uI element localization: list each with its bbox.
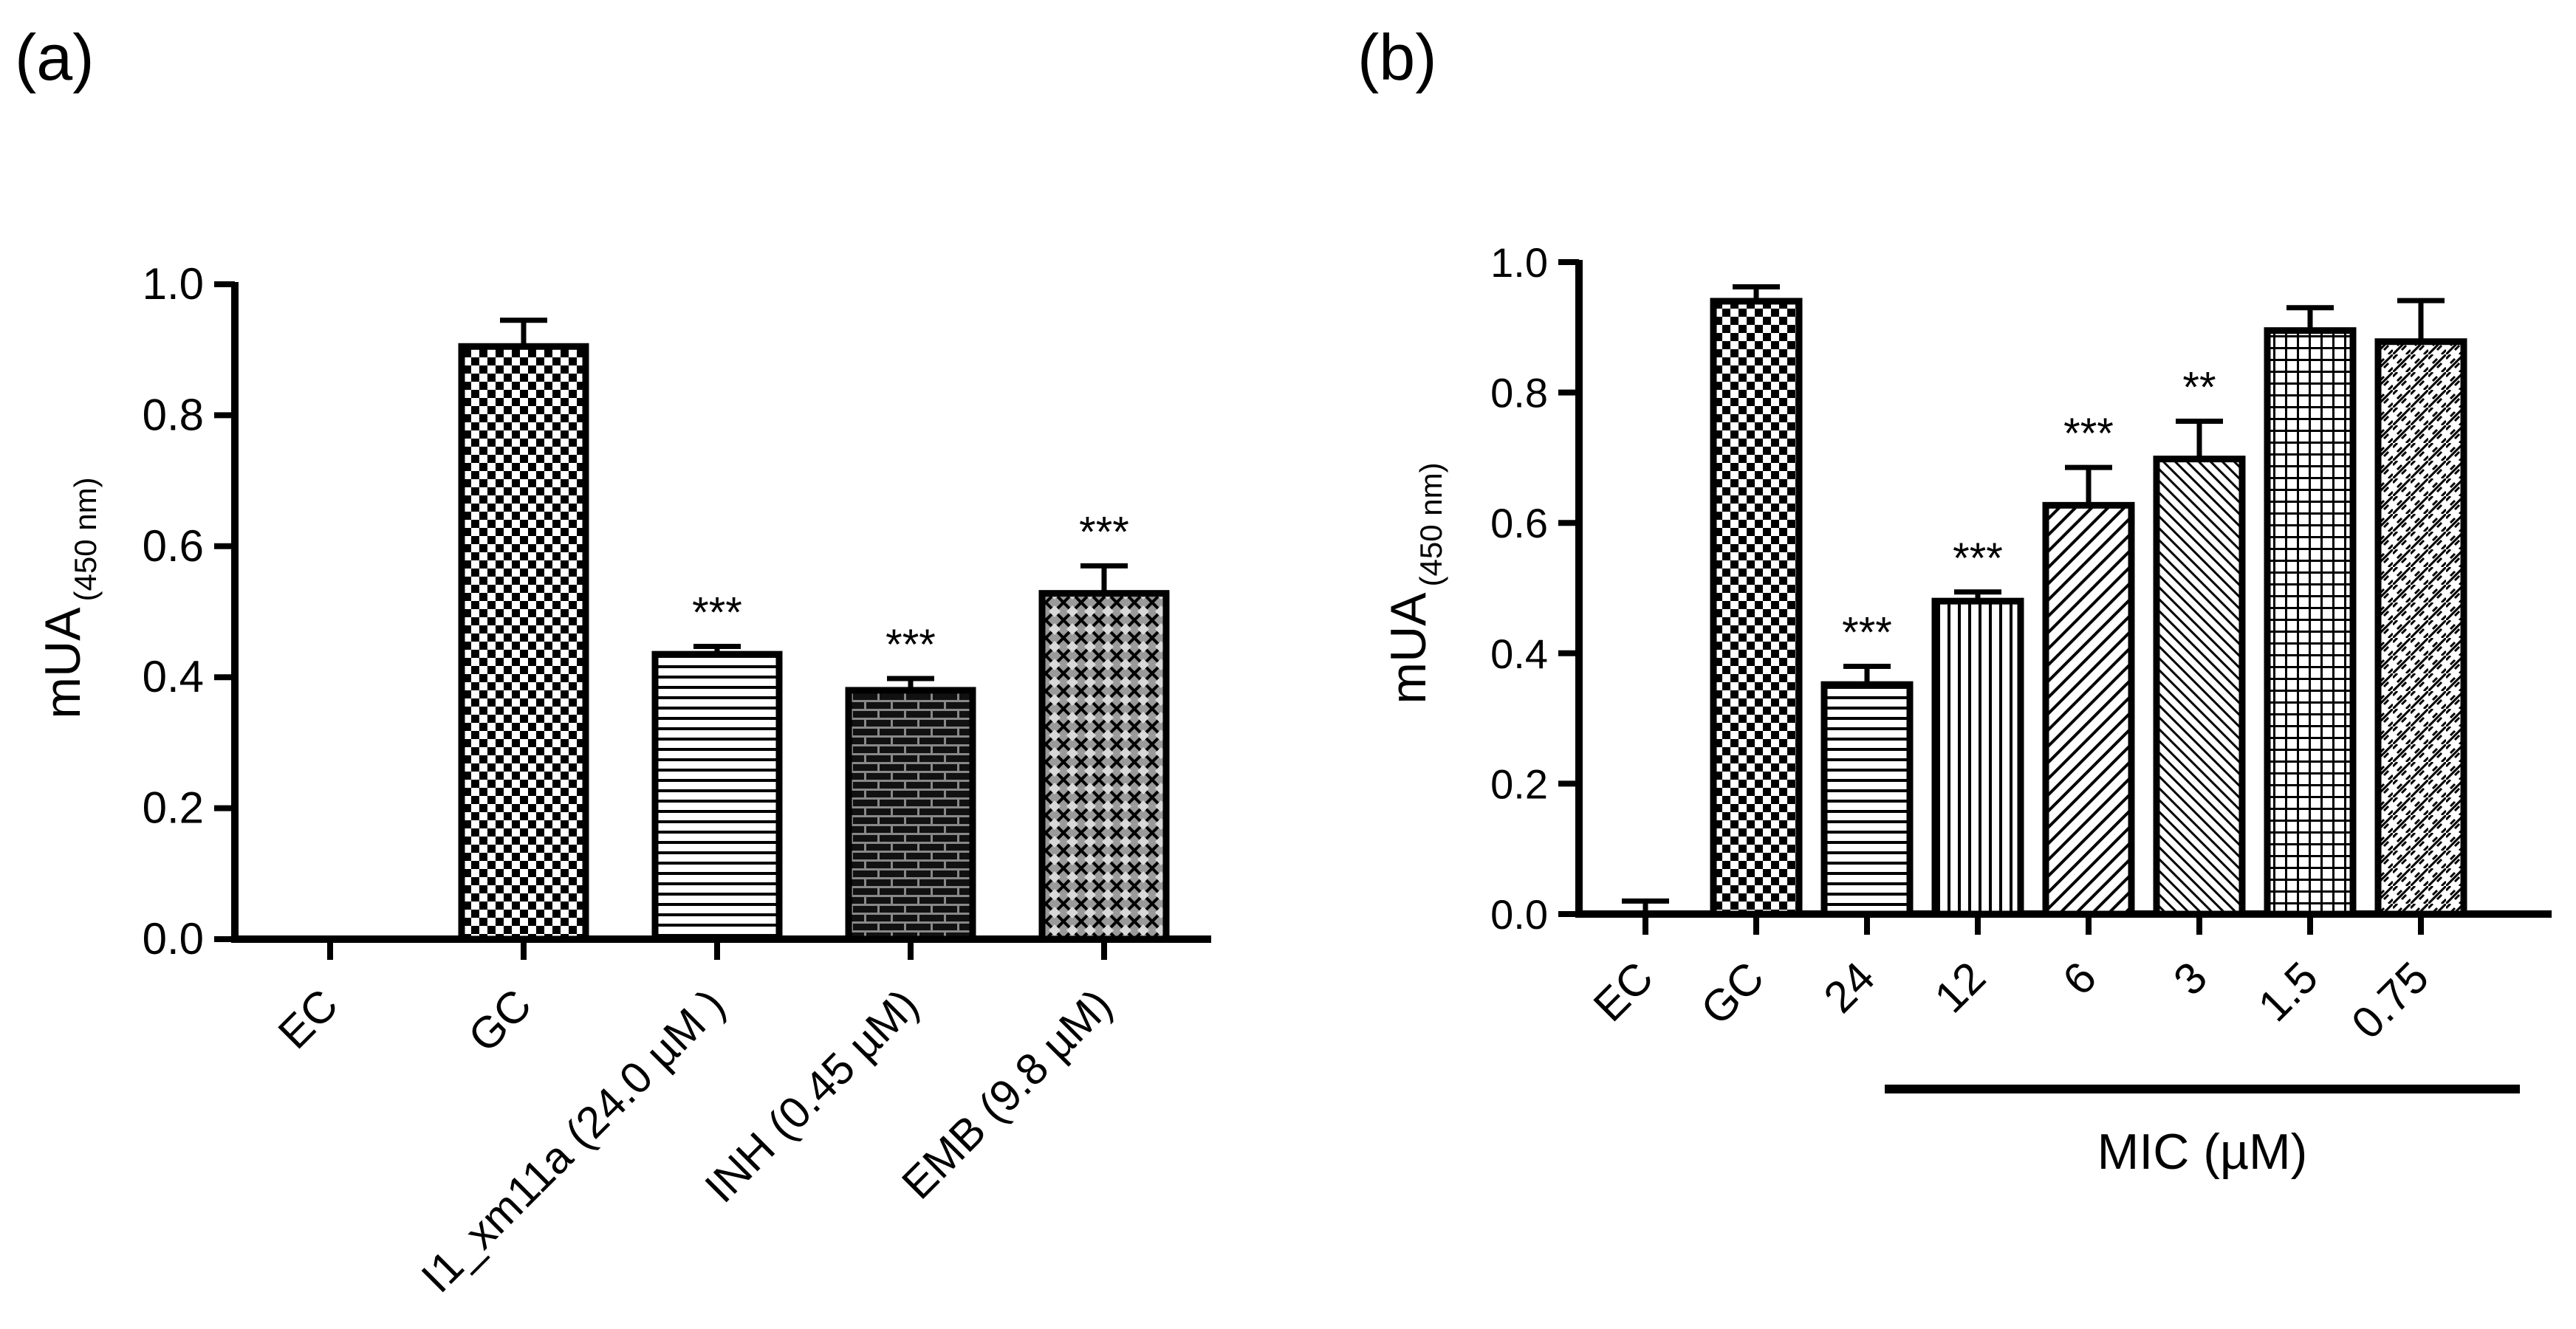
bar: [2374, 338, 2467, 918]
significance-label: ***: [2063, 410, 2114, 458]
significance-label: ***: [1953, 535, 2003, 583]
x-category-label: 0.75: [2342, 952, 2438, 1048]
y-axis-title-sub: (450 nm): [1414, 462, 1448, 586]
y-tick-label: 0.0: [1490, 891, 1548, 938]
x-category-label: 1.5: [2249, 952, 2327, 1031]
panel-label-a: (a): [15, 21, 95, 94]
y-tick-label: 0.8: [1490, 370, 1548, 416]
significance-label: ***: [692, 589, 742, 637]
significance-label: ***: [1842, 608, 1892, 656]
x-category-label: 3: [2164, 952, 2216, 1005]
y-tick-label: 0.2: [1490, 760, 1548, 807]
chart-a: 0.00.20.40.60.81.0EC GC***I1_xm11a (24.0 …: [143, 259, 1211, 1302]
chart-b: 0.0 0.2 0.4 0.6 0.8 1.0 EC GC *** 24 *** 12 *** 6 ** 3 1…: [1490, 239, 2552, 1048]
y-tick-label: 0.8: [143, 390, 204, 439]
y-tick-label: 0.6: [1490, 500, 1548, 546]
y-tick-label: 0.0: [143, 914, 204, 964]
y-tick-label: 0.2: [143, 783, 204, 833]
x-category-label: GC: [459, 980, 541, 1062]
y-tick-label: 1.0: [143, 259, 204, 309]
x-category-label: 6: [2053, 952, 2106, 1005]
significance-label: **: [2182, 363, 2216, 411]
bar: [1931, 597, 2024, 918]
bar: [458, 343, 589, 943]
x-category-label: EC: [269, 980, 347, 1058]
mic-bracket-line: [1885, 1085, 2520, 1093]
y-tick-label: 0.4: [143, 652, 204, 701]
y-tick-label: 0.4: [1490, 631, 1548, 677]
bar: [2042, 501, 2135, 918]
bar: [845, 687, 976, 943]
bar: [2153, 456, 2246, 918]
y-axis-title-a: mUA (450 nm): [35, 477, 103, 718]
bar: [1038, 590, 1170, 943]
y-axis-title-sub: (450 nm): [68, 477, 103, 601]
y-axis-title-main: mUA: [1380, 592, 1436, 704]
bar: [2264, 327, 2357, 918]
x-category-label: 24: [1815, 952, 1885, 1023]
panel-label-b: (b): [1357, 21, 1437, 94]
significance-label: ***: [1079, 508, 1129, 556]
bar: [1820, 681, 1914, 918]
y-axis-title-b: mUA (450 nm): [1380, 462, 1448, 704]
x-category-label: GC: [1691, 952, 1773, 1034]
x-category-label: 12: [1925, 952, 1996, 1023]
significance-label: ***: [886, 621, 936, 669]
x-axis-title-b: MIC (µM): [2097, 1124, 2308, 1180]
y-tick-label: 0.6: [143, 521, 204, 571]
x-category-label: EC: [1584, 952, 1662, 1031]
bar: [651, 650, 783, 943]
bar: [1710, 298, 1803, 918]
y-axis-title-main: mUA: [35, 607, 91, 719]
y-tick-label: 1.0: [1490, 239, 1548, 286]
